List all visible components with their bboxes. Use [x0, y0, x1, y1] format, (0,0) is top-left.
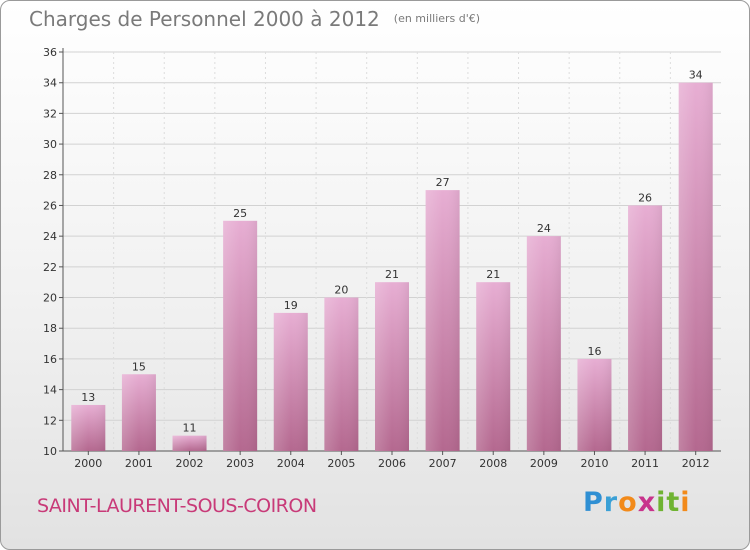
x-tick-label: 2012: [682, 457, 710, 470]
y-tick-label: 32: [43, 107, 57, 120]
chart-title: Charges de Personnel 2000 à 2012 (en mill…: [29, 7, 480, 31]
x-tick-label: 2001: [125, 457, 153, 470]
x-tick-label: 2000: [74, 457, 102, 470]
bar-shine-2006: [375, 282, 409, 451]
x-tick-label: 2003: [226, 457, 254, 470]
y-tick-label: 36: [43, 46, 57, 59]
bar-shine-2002: [172, 435, 207, 451]
logo-letter: i: [680, 487, 691, 518]
y-tick-label: 22: [43, 261, 57, 274]
logo-letter: x: [637, 487, 657, 518]
data-label-2009: 24: [537, 222, 551, 235]
data-label-2006: 21: [385, 268, 399, 281]
bar-shine-2000: [71, 404, 106, 451]
y-tick-label: 34: [43, 77, 57, 90]
logo-letter: P: [583, 487, 604, 518]
y-tick-label: 28: [43, 169, 57, 182]
data-label-2008: 21: [486, 268, 500, 281]
bar-shine-2004: [273, 312, 308, 451]
x-tick-label: 2002: [176, 457, 204, 470]
data-label-2000: 13: [81, 391, 95, 404]
bar-shine-2011: [628, 205, 663, 451]
bar-shine-2001: [121, 374, 156, 451]
data-label-2001: 15: [132, 360, 146, 373]
data-label-2004: 19: [284, 299, 298, 312]
chart-unit: (en milliers d'€): [393, 12, 481, 25]
y-tick-label: 20: [43, 292, 57, 305]
bar-shine-2005: [324, 297, 359, 451]
x-tick-label: 2006: [378, 457, 406, 470]
logo-letter: r: [603, 487, 619, 518]
data-label-2010: 16: [587, 345, 601, 358]
bars: [71, 82, 713, 451]
y-tick-label: 30: [43, 138, 57, 151]
x-tick-label: 2004: [277, 457, 305, 470]
commune-name: SAINT-LAURENT-SOUS-COIRON: [37, 495, 317, 517]
proxiti-logo: Proxiti: [583, 487, 691, 518]
bar-shine-2003: [223, 220, 258, 451]
y-tick-label: 26: [43, 199, 57, 212]
y-tick-label: 10: [43, 445, 57, 458]
x-tick-label: 2005: [327, 457, 355, 470]
logo-letter: o: [618, 487, 638, 518]
bar-shine-2009: [526, 236, 561, 451]
data-label-2007: 27: [436, 176, 450, 189]
data-label-2012: 34: [689, 69, 703, 82]
x-tick-label: 2011: [631, 457, 659, 470]
bar-shine-2010: [577, 358, 612, 451]
y-tick-label: 16: [43, 353, 57, 366]
data-label-2011: 26: [638, 191, 652, 204]
y-tick-label: 24: [43, 230, 57, 243]
logo-letter: t: [666, 487, 681, 518]
y-tick-label: 12: [43, 414, 57, 427]
bar-shine-2008: [476, 282, 511, 451]
x-tick-label: 2009: [530, 457, 558, 470]
x-tick-label: 2010: [580, 457, 608, 470]
bar-shine-2007: [425, 190, 460, 451]
y-tick-label: 18: [43, 322, 57, 335]
data-label-2002: 11: [183, 422, 197, 435]
data-label-2005: 20: [334, 284, 348, 297]
y-tick-label: 14: [43, 384, 57, 397]
bar-shine-2012: [678, 82, 713, 451]
chart-title-text: Charges de Personnel 2000 à 2012: [29, 7, 380, 31]
data-label-2003: 25: [233, 207, 247, 220]
x-tick-label: 2008: [479, 457, 507, 470]
logo-letter: i: [656, 487, 667, 518]
data-labels: 13 15 11 25 19 20 21 27 21 24 16 26 34: [81, 69, 702, 435]
x-tick-label: 2007: [429, 457, 457, 470]
